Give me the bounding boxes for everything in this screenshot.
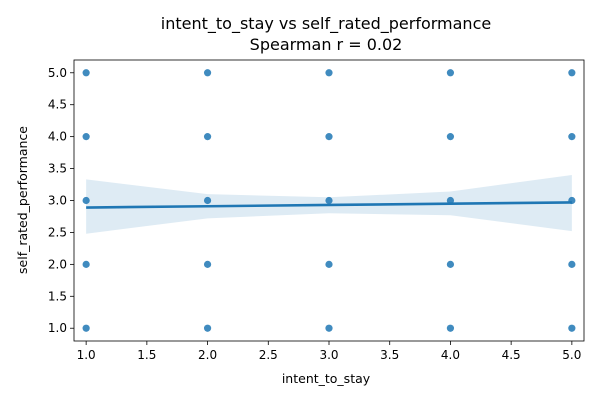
data-point xyxy=(82,69,90,77)
data-point xyxy=(446,69,455,77)
data-point xyxy=(203,133,212,141)
regression-layer xyxy=(86,201,572,209)
x-axis-label: intent_to_stay xyxy=(282,371,371,386)
y-tick-label: 3.0 xyxy=(48,194,67,208)
data-point xyxy=(446,133,455,141)
data-point xyxy=(568,324,576,332)
y-tick-label: 4.0 xyxy=(48,130,67,144)
x-tick-label: 4.0 xyxy=(441,348,460,362)
data-point xyxy=(325,324,333,332)
data-point xyxy=(82,324,90,332)
data-point xyxy=(325,196,333,205)
data-point xyxy=(446,324,455,332)
data-points-layer xyxy=(82,69,576,332)
data-point xyxy=(203,260,212,268)
x-tick-label: 4.5 xyxy=(502,348,521,362)
data-point xyxy=(82,196,90,205)
data-point xyxy=(568,133,576,141)
y-tick-label: 1.5 xyxy=(48,289,67,303)
data-point xyxy=(446,260,455,268)
data-point xyxy=(203,69,212,77)
y-tick-label: 3.5 xyxy=(48,162,67,176)
data-point xyxy=(568,69,576,77)
data-point xyxy=(446,196,455,205)
x-tick-label: 2.0 xyxy=(198,348,217,362)
y-tick-label: 1.0 xyxy=(48,321,67,335)
chart-title: intent_to_stay vs self_rated_performance xyxy=(161,14,491,34)
regression-line xyxy=(86,201,572,209)
data-point xyxy=(82,133,90,141)
x-tick-label: 3.5 xyxy=(380,348,399,362)
x-tick-label: 1.5 xyxy=(137,348,156,362)
x-axis-ticks: 1.0 1.5 2.0 2.5 3.0 3.5 4.0 4.5 5.0 xyxy=(77,341,581,362)
chart-subtitle: Spearman r = 0.02 xyxy=(250,35,403,54)
data-point xyxy=(325,133,333,141)
y-tick-label: 2.0 xyxy=(48,257,67,271)
y-tick-label: 2.5 xyxy=(48,225,67,239)
x-tick-label: 1.0 xyxy=(77,348,96,362)
x-tick-label: 3.0 xyxy=(319,348,338,362)
y-tick-label: 4.5 xyxy=(48,98,67,112)
data-point xyxy=(325,260,333,268)
data-point xyxy=(568,260,576,268)
y-axis-ticks: 1.0 1.5 2.0 2.5 3.0 3.5 4.0 4.5 5.0 xyxy=(48,66,74,335)
y-tick-label: 5.0 xyxy=(48,66,67,80)
x-tick-label: 5.0 xyxy=(562,348,581,362)
data-point xyxy=(82,260,90,268)
data-point xyxy=(203,196,212,205)
data-point xyxy=(325,69,333,77)
data-point xyxy=(203,324,212,332)
y-axis-label: self_rated_performance xyxy=(15,126,30,274)
x-tick-label: 2.5 xyxy=(259,348,278,362)
